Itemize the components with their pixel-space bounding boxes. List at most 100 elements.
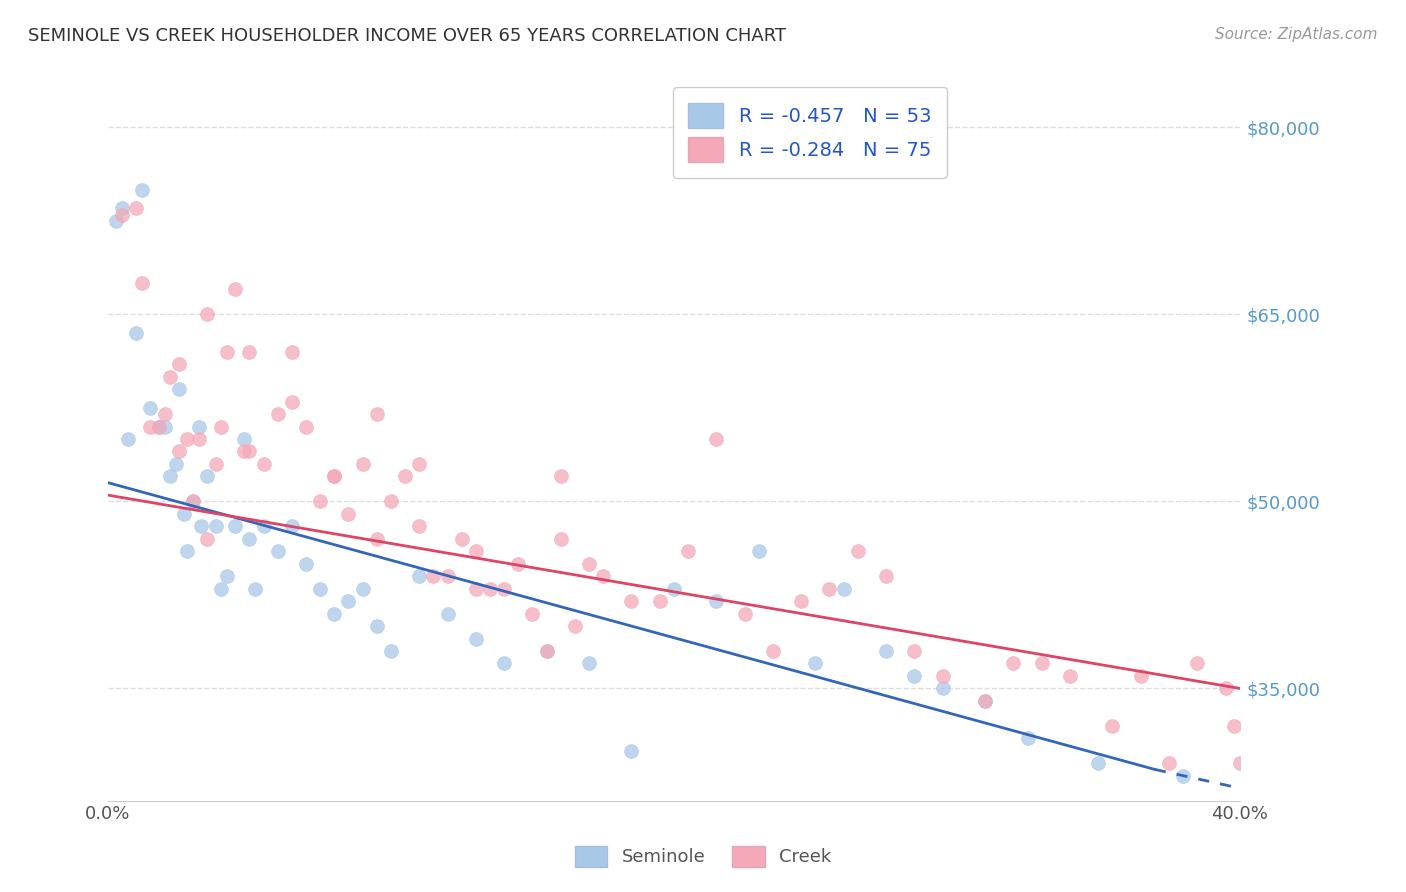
Point [748,544,770,558]
Point [1173,769,1195,783]
Point [352,582,374,596]
Point [508,557,530,571]
Point [238,444,260,458]
Point [139,419,162,434]
Point [295,419,318,434]
Point [215,344,238,359]
Point [974,694,997,708]
Point [366,407,388,421]
Point [281,519,304,533]
Point [309,494,332,508]
Point [148,419,170,434]
Point [875,644,897,658]
Point [380,494,402,508]
Point [176,544,198,558]
Point [832,582,855,596]
Point [125,326,148,340]
Text: SEMINOLE VS CREEK HOUSEHOLDER INCOME OVER 65 YEARS CORRELATION CHART: SEMINOLE VS CREEK HOUSEHOLDER INCOME OVE… [28,27,786,45]
Point [267,407,290,421]
Point [281,394,304,409]
Point [494,582,516,596]
Point [159,469,181,483]
Point [159,369,181,384]
Point [450,532,472,546]
Point [592,569,614,583]
Point [337,594,360,608]
Point [522,607,544,621]
Point [464,632,486,646]
Legend: R = -0.457   N = 53, R = -0.284   N = 75: R = -0.457 N = 53, R = -0.284 N = 75 [673,87,948,178]
Point [1187,657,1209,671]
Point [309,582,332,596]
Point [536,644,558,658]
Point [252,457,274,471]
Point [1223,719,1246,733]
Point [295,557,318,571]
Point [167,382,190,396]
Point [1087,756,1109,771]
Point [790,594,813,608]
Point [408,519,430,533]
Point [181,494,204,508]
Point [464,544,486,558]
Point [818,582,841,596]
Point [131,183,153,197]
Point [337,507,360,521]
Point [846,544,869,558]
Point [804,657,827,671]
Point [875,569,897,583]
Point [1017,731,1039,746]
Point [436,607,458,621]
Point [323,469,346,483]
Point [620,744,643,758]
Point [578,657,600,671]
Point [1229,756,1251,771]
Point [903,644,925,658]
Point [464,582,486,596]
Point [105,214,128,228]
Point [1215,681,1237,696]
Point [224,519,246,533]
Point [323,469,346,483]
Point [1129,669,1152,683]
Point [173,507,195,521]
Point [1157,756,1180,771]
Point [181,494,204,508]
Point [195,469,218,483]
Point [1059,669,1081,683]
Point [238,344,260,359]
Point [1031,657,1053,671]
Point [762,644,785,658]
Point [323,607,346,621]
Point [190,519,212,533]
Point [195,532,218,546]
Point [209,582,232,596]
Legend: Seminole, Creek: Seminole, Creek [567,838,839,874]
Point [131,276,153,290]
Point [436,569,458,583]
Point [352,457,374,471]
Point [167,357,190,371]
Point [704,432,727,446]
Point [380,644,402,658]
Point [167,444,190,458]
Point [224,282,246,296]
Text: Source: ZipAtlas.com: Source: ZipAtlas.com [1215,27,1378,42]
Point [903,669,925,683]
Point [204,519,226,533]
Point [704,594,727,608]
Point [267,544,290,558]
Point [931,669,953,683]
Point [153,419,176,434]
Point [232,444,254,458]
Point [394,469,416,483]
Point [620,594,643,608]
Point [662,582,685,596]
Point [165,457,187,471]
Point [422,569,444,583]
Point [974,694,997,708]
Point [117,432,139,446]
Point [215,569,238,583]
Point [153,407,176,421]
Point [252,519,274,533]
